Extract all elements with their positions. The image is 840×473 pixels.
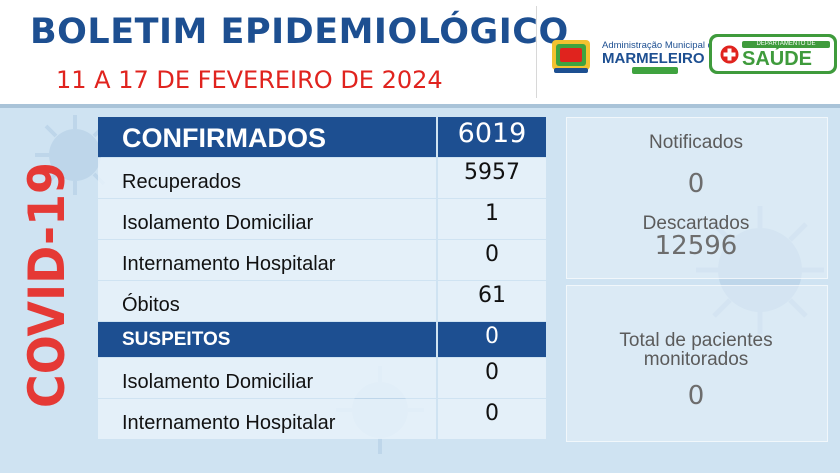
monitored-value: 0 (687, 381, 705, 411)
confirmed-value-cell: 6019 (438, 117, 546, 157)
header-bar: BOLETIM EPIDEMIOLÓGICO 11 A 17 DE FEVERE… (0, 0, 840, 104)
municipality-name: MARMELEIRO (602, 50, 705, 67)
summary-box-bottom (566, 285, 828, 442)
row-value: 61 (478, 283, 506, 308)
health-name: SAÚDE (742, 48, 813, 70)
bulletin-title: BOLETIM EPIDEMIOLÓGICO (30, 12, 569, 52)
row-value: 1 (485, 201, 499, 226)
monitored-label-line2: monitorados (643, 349, 749, 370)
table-row: Internamento Hospitalar 0 (98, 399, 546, 439)
confirmed-label-cell: CONFIRMADOS (98, 117, 436, 157)
municipality-line1: Administração Municipal de (602, 40, 719, 51)
row-label: Recuperados (122, 171, 241, 193)
table-row: Isolamento Domiciliar 1 (98, 199, 546, 239)
summary-panel: Notificados 0 Descartados 12596 Total de… (566, 117, 828, 442)
suspected-value-cell: 0 (438, 322, 546, 357)
row-label: Internamento Hospitalar (122, 412, 336, 434)
suspected-total: 0 (485, 324, 499, 349)
discarded-label: Descartados (642, 213, 750, 234)
health-logo-inner: DEPARTAMENTO DE SAÚDE (712, 37, 834, 71)
notified-label: Notificados (649, 132, 743, 153)
suspected-label: SUSPEITOS (122, 329, 231, 350)
municipality-logo: Administração Municipal de MARMELEIRO (546, 36, 718, 76)
row-value: 5957 (464, 160, 520, 185)
confirmed-label: CONFIRMADOS (122, 123, 326, 153)
row-label: Isolamento Domiciliar (122, 212, 314, 234)
health-department-logo: DEPARTAMENTO DE SAÚDE (709, 34, 837, 74)
row-value: 0 (485, 401, 499, 426)
covid-vertical-label: COVID-19 (18, 162, 76, 408)
suspected-label-cell: SUSPEITOS (98, 322, 436, 357)
summary-box-top (566, 117, 828, 279)
red-cross-icon (720, 45, 739, 64)
row-label: Internamento Hospitalar (122, 253, 336, 275)
covid-label-text: COVID-19 (18, 162, 76, 408)
row-label: Isolamento Domiciliar (122, 371, 314, 393)
discarded-value: 12596 (654, 231, 738, 261)
suspected-header-row: SUSPEITOS 0 (98, 322, 546, 357)
notified-value: 0 (687, 169, 705, 199)
health-department-label: DEPARTAMENTO DE (742, 41, 830, 48)
row-label: Óbitos (122, 294, 180, 316)
table-row: Óbitos 61 (98, 281, 546, 321)
confirmed-header-row: CONFIRMADOS 6019 (98, 117, 546, 157)
table-row: Recuperados 5957 (98, 158, 546, 198)
municipal-seal-icon (552, 40, 590, 73)
row-value: 0 (485, 360, 499, 385)
table-row: Internamento Hospitalar 0 (98, 240, 546, 280)
confirmed-total: 6019 (457, 118, 527, 149)
bulletin-date-range: 11 A 17 DE FEVEREIRO DE 2024 (56, 66, 443, 94)
monitored-label-line1: Total de pacientes (619, 330, 773, 351)
table-row: Isolamento Domiciliar 0 (98, 358, 546, 398)
row-value: 0 (485, 242, 499, 267)
header-underline (0, 104, 840, 108)
cases-table: CONFIRMADOS 6019 Recuperados 5957 Isolam… (98, 117, 546, 440)
header-divider (536, 6, 537, 98)
municipality-tagline-bar (632, 67, 678, 74)
